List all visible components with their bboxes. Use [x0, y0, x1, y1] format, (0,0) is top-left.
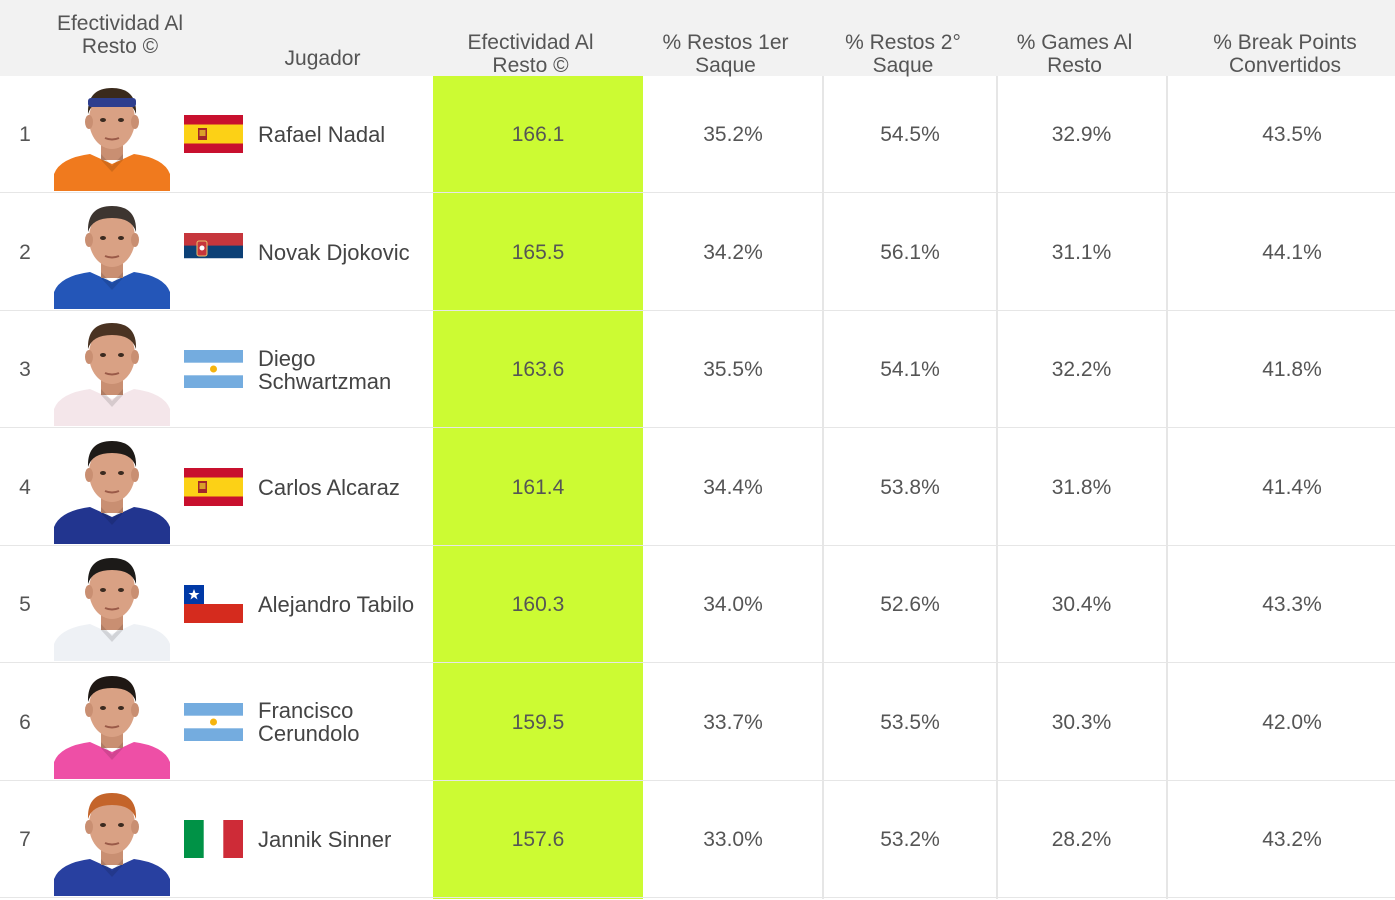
break-points-cell: 44.1% [1262, 240, 1322, 264]
second-serve-cell: 56.1% [880, 240, 940, 264]
header-player[interactable]: Jugador [284, 47, 361, 70]
table-row[interactable]: 7 Jannik Sinner 157.6 33.0% 53.2% 28.2% … [0, 781, 1395, 898]
table-header: Efectividad Al Resto © Jugador Efectivid… [0, 0, 1395, 77]
rank-cell: 7 [19, 828, 31, 851]
chile-flag-icon [184, 585, 243, 623]
spain-flag-icon [184, 115, 243, 153]
player-name[interactable]: Diego Schwartzman [258, 345, 392, 394]
first-serve-cell: 35.2% [703, 123, 763, 146]
score-cell: 166.1 [511, 123, 565, 146]
rank-cell: 3 [19, 358, 31, 381]
score-cell: 157.6 [511, 828, 565, 851]
rank-cell: 1 [19, 123, 31, 146]
score-cell: 159.5 [511, 710, 565, 734]
spain-flag-icon [184, 467, 243, 506]
player-photo [54, 323, 170, 426]
first-serve-cell: 34.0% [703, 593, 763, 616]
first-serve-cell: 33.0% [703, 828, 763, 851]
games-cell: 32.9% [1051, 123, 1112, 146]
player-photo [54, 558, 170, 661]
header-score[interactable]: Efectividad Al Resto © [467, 31, 594, 77]
column-divider [996, 76, 998, 899]
player-name[interactable]: Carlos Alcaraz [258, 474, 400, 500]
second-serve-cell: 53.8% [880, 475, 940, 499]
rank-cell: 5 [19, 593, 31, 616]
rank-cell: 4 [19, 475, 31, 499]
score-cell: 163.6 [511, 358, 565, 381]
player-photo [54, 793, 170, 896]
player-photo [54, 205, 170, 309]
first-serve-cell: 34.4% [703, 475, 763, 499]
player-name[interactable]: Alejandro Tabilo [258, 592, 415, 617]
table-row[interactable]: 3 Diego Schwartzman 163.6 35.5% 54.1% 32… [0, 311, 1395, 428]
second-serve-cell: 54.5% [880, 123, 940, 146]
player-name[interactable]: Novak Djokovic [258, 239, 410, 265]
player-name[interactable]: Francisco Cerundolo [258, 698, 360, 746]
score-cell: 161.4 [511, 475, 565, 499]
games-cell: 28.2% [1051, 828, 1112, 851]
rank-cell: 2 [19, 240, 31, 264]
break-points-cell: 43.2% [1262, 828, 1322, 851]
argentina-flag-icon [184, 350, 243, 388]
first-serve-cell: 35.5% [703, 358, 763, 381]
argentina-flag-icon [184, 702, 243, 741]
first-serve-cell: 33.7% [703, 710, 763, 734]
score-cell: 165.5 [511, 240, 565, 264]
games-cell: 32.2% [1051, 358, 1112, 381]
games-cell: 30.4% [1051, 593, 1112, 616]
score-cell: 160.3 [511, 593, 565, 616]
games-cell: 30.3% [1051, 710, 1112, 734]
player-photo [54, 675, 170, 779]
column-divider [1166, 76, 1168, 899]
second-serve-cell: 53.2% [880, 828, 940, 851]
header-first-serve[interactable]: % Restos 1er Saque [662, 31, 789, 77]
score-column-highlight [433, 76, 643, 899]
player-photo [54, 440, 170, 544]
serbia-flag-icon [184, 232, 243, 271]
header-rank[interactable]: Efectividad Al Resto © [56, 12, 184, 58]
games-cell: 31.8% [1051, 475, 1112, 499]
break-points-cell: 43.3% [1262, 593, 1322, 616]
break-points-cell: 41.8% [1262, 358, 1322, 381]
second-serve-cell: 53.5% [880, 710, 940, 734]
player-photo [54, 88, 170, 191]
table-row[interactable]: 5 Alejandro Tabilo 160.3 34.0% 52.6% 30.… [0, 546, 1395, 663]
break-points-cell: 41.4% [1262, 475, 1322, 499]
first-serve-cell: 34.2% [703, 240, 763, 264]
header-games[interactable]: % Games Al Resto [1016, 31, 1133, 77]
second-serve-cell: 54.1% [880, 358, 940, 381]
table-row[interactable]: 1 Rafael Nadal 166.1 35.2% 54.5% 32.9% 4… [0, 76, 1395, 193]
italy-flag-icon [184, 820, 243, 858]
second-serve-cell: 52.6% [880, 593, 940, 616]
header-second-serve[interactable]: % Restos 2° Saque [845, 31, 961, 77]
table-row[interactable]: 4 Carlos Alcaraz 161.4 34.4% 53.8% 31.8%… [0, 429, 1395, 546]
break-points-cell: 43.5% [1262, 123, 1322, 146]
player-name[interactable]: Rafael Nadal [258, 122, 386, 147]
table-row[interactable]: 6 Francisco Cerundolo 159.5 33.7% 53.5% … [0, 664, 1395, 781]
rank-cell: 6 [19, 710, 31, 734]
column-divider [822, 76, 824, 899]
table-row[interactable]: 2 Novak Djokovic 165.5 34.2% 56.1% 31.1%… [0, 194, 1395, 311]
header-break-points[interactable]: % Break Points Convertidos [1213, 31, 1357, 77]
break-points-cell: 42.0% [1262, 710, 1322, 734]
games-cell: 31.1% [1051, 240, 1112, 264]
player-name[interactable]: Jannik Sinner [258, 827, 392, 852]
